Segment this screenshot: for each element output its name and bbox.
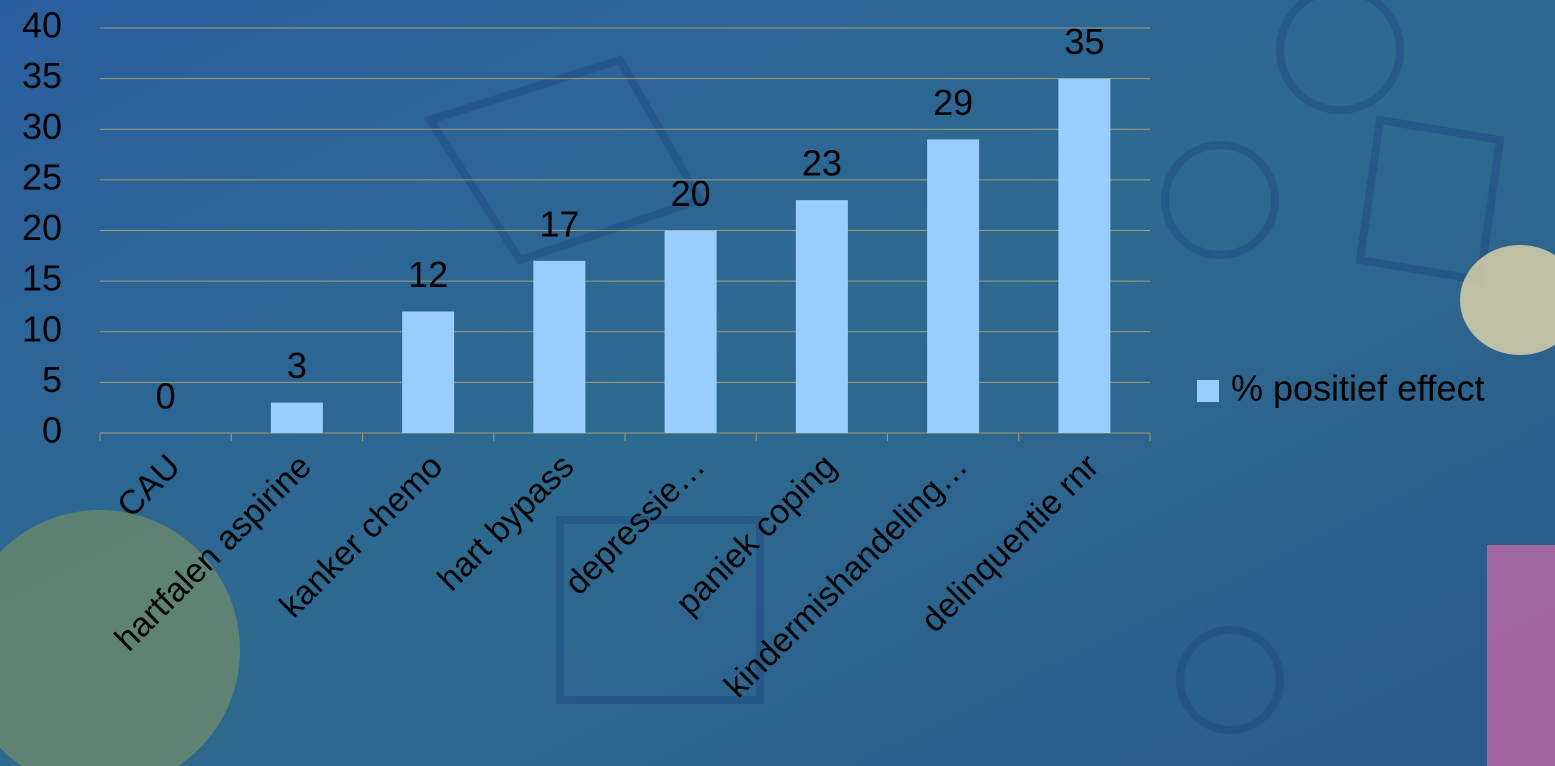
data-label: 0 — [156, 376, 176, 417]
data-label: 12 — [408, 254, 448, 295]
y-tick-label: 0 — [42, 410, 62, 451]
y-tick-label: 40 — [22, 5, 62, 46]
bar — [402, 311, 455, 433]
legend-label: % positief effect — [1231, 368, 1484, 409]
bar — [795, 200, 848, 433]
y-tick-label: 35 — [22, 55, 62, 96]
bar — [927, 139, 980, 433]
y-tick-label: 15 — [22, 258, 62, 299]
data-label: 29 — [933, 82, 973, 123]
y-tick-label: 25 — [22, 156, 62, 197]
bar — [533, 260, 586, 433]
y-tick-label: 5 — [42, 359, 62, 400]
bar — [664, 230, 717, 433]
decoration — [1460, 245, 1555, 355]
decoration — [423, 0, 1505, 734]
y-tick-label: 30 — [22, 106, 62, 147]
bar — [1058, 78, 1111, 433]
data-label: 35 — [1064, 21, 1104, 62]
y-tick-label: 20 — [22, 207, 62, 248]
bar — [270, 402, 323, 433]
decoration — [0, 510, 240, 766]
data-label: 20 — [671, 173, 711, 214]
decoration — [1487, 545, 1555, 766]
data-label: 23 — [802, 143, 842, 184]
y-tick-label: 10 — [22, 308, 62, 349]
legend-swatch — [1197, 380, 1219, 402]
data-label: 17 — [539, 203, 579, 244]
data-label: 3 — [287, 345, 307, 386]
